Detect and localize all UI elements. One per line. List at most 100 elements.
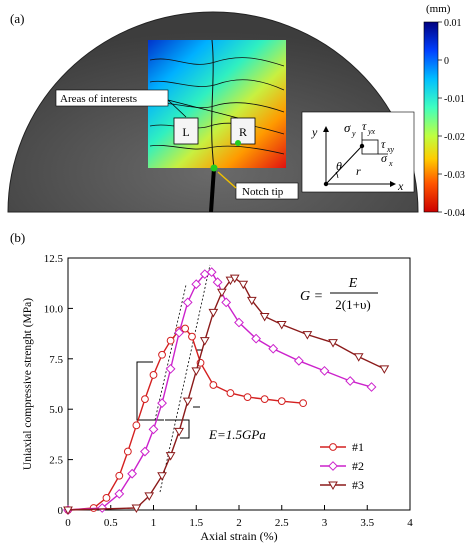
x-tick-label: 0: [65, 517, 71, 529]
data-point: [174, 427, 185, 437]
data-point: [149, 371, 158, 379]
data-point: [353, 353, 364, 362]
data-point: [277, 397, 286, 406]
series-line: [67, 271, 372, 511]
panel-b-label: (b): [10, 230, 25, 245]
data-point: [199, 337, 210, 346]
notch-tip-label: Notch tip: [242, 186, 284, 198]
x-tick-label: 2: [236, 517, 242, 529]
data-point: [144, 492, 155, 501]
modulus-label: E=1.5GPa: [208, 427, 266, 442]
x-tick-label: 4: [407, 517, 413, 529]
data-point: [209, 381, 218, 389]
data-point: [221, 297, 232, 308]
data-point: [157, 398, 167, 409]
data-point: [158, 350, 166, 359]
data-point: [182, 397, 193, 407]
data-point: [345, 376, 356, 386]
panel-a: (a) L R Areas of interest: [7, 3, 465, 219]
data-point: [328, 339, 338, 348]
right-area-label: R: [239, 125, 247, 139]
y-tick-label: 7.5: [49, 354, 63, 366]
data-point: [188, 332, 196, 341]
data-point: [234, 317, 244, 328]
data-point: [141, 395, 149, 404]
notch-arrow: [217, 171, 237, 189]
data-point: [115, 471, 124, 480]
legend-label: #1: [352, 440, 364, 454]
left-area-box: L: [173, 117, 199, 145]
notch-label-box: [235, 182, 299, 200]
colorbar-unit: (mm): [426, 3, 451, 15]
data-point: [206, 267, 217, 278]
notch-tip-marker: [210, 164, 218, 172]
areas-arrow-left: [167, 99, 187, 118]
x-tick-label: 3.5: [360, 517, 374, 529]
series-1: [64, 324, 308, 514]
y-tick-label: 10.0: [44, 303, 64, 315]
data-point: [123, 447, 132, 456]
y-axis-label: Uniaxial compressive strenght (MPa): [22, 298, 34, 470]
data-point: [148, 424, 159, 435]
data-point: [63, 506, 73, 516]
data-point: [97, 503, 108, 513]
data-point: [379, 365, 390, 374]
y-tick-label: 0: [58, 505, 64, 517]
panel-b: (b) 0 0.5 1 1.5 2 2.5 3 3.5 402.55.07.510.012.5 …: [10, 230, 413, 543]
y-tick-label: 2.5: [49, 455, 63, 467]
data-point: [251, 333, 262, 344]
notch-crack: [209, 167, 216, 213]
x-tick-label: 2.5: [275, 517, 289, 529]
right-area-marker: [235, 140, 241, 146]
panel-a-label: (a): [10, 11, 24, 26]
data-point: [238, 280, 249, 290]
data-point: [174, 327, 185, 338]
data-point: [302, 331, 313, 340]
modulus-annotation: E=1.5GPa: [136, 264, 266, 493]
data-point: [181, 324, 190, 333]
legend-label: #2: [352, 459, 364, 473]
data-point: [246, 296, 257, 306]
data-point: [276, 321, 287, 330]
left-area-label: L: [182, 125, 189, 139]
colorbar-tick-label: -0.03: [444, 170, 465, 181]
formula-numerator: E: [348, 276, 358, 291]
colorbar-tick-label: 0.01: [444, 18, 462, 29]
colorbar-tick-label: 0: [444, 56, 449, 67]
data-point: [229, 274, 240, 284]
inset-x-axis: x: [397, 179, 404, 193]
stress-inset: y x θ r σ y τ yx τ xy σ x: [301, 111, 415, 193]
y-tick-label: 12.5: [44, 253, 64, 265]
inset-sigma-y: σ: [344, 120, 351, 135]
y-tick-label: 5.0: [49, 404, 63, 416]
data-point: [226, 389, 235, 397]
inset-tau-xy-sub: xy: [386, 145, 395, 154]
inset-sigma-y-sub: y: [351, 129, 356, 138]
shear-modulus-formula: G = E 2(1+υ): [300, 276, 378, 312]
data-point: [191, 367, 202, 376]
right-area-box: R: [230, 117, 256, 145]
data-point: [299, 399, 308, 408]
legend-marker: [329, 443, 337, 451]
legend-marker: [328, 461, 338, 471]
x-tick-label: 0.5: [104, 517, 118, 529]
series-3: [63, 274, 390, 516]
data-point: [260, 395, 269, 404]
inset-r: r: [356, 164, 361, 178]
colorbar-tick-label: -0.02: [444, 132, 465, 143]
data-point: [212, 277, 223, 288]
data-point: [157, 472, 167, 481]
data-point: [268, 343, 279, 354]
colorbar-tick-label: -0.01: [444, 94, 465, 105]
x-axis-label: Axial strain (%): [200, 529, 277, 543]
data-point: [127, 468, 138, 479]
data-point: [293, 355, 304, 366]
data-point: [366, 382, 377, 392]
data-point: [132, 421, 141, 430]
data-point: [140, 446, 150, 457]
formula-lhs: G =: [300, 289, 323, 304]
colorbar-tick-label: -0.04: [444, 208, 465, 219]
inset-y-axis: y: [311, 125, 318, 139]
data-point: [166, 336, 175, 345]
data-point: [319, 365, 330, 376]
